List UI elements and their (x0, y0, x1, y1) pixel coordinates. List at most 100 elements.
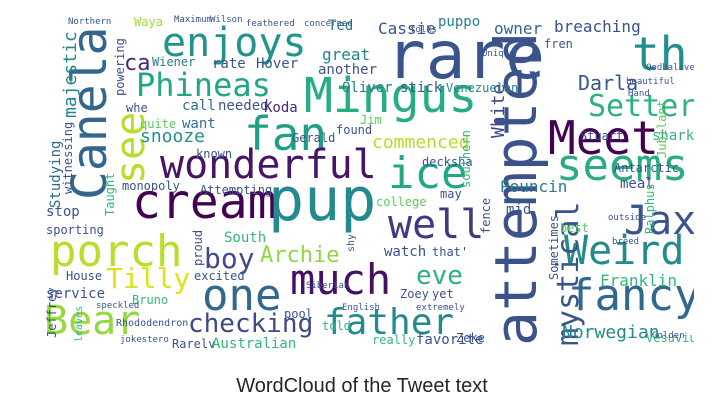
cloud-word: Rarely (172, 337, 215, 348)
cloud-word: checking (188, 309, 313, 339)
cloud-word: Golden (652, 331, 685, 341)
cloud-word: Tilly (106, 262, 190, 295)
cloud-word: folks (410, 25, 437, 35)
cloud-word: fan (244, 107, 327, 161)
cloud-word: Franklin (600, 271, 677, 290)
cloud-word: South (224, 230, 266, 246)
cloud-word: Venezuelan (446, 81, 518, 95)
cloud-word: Jax (624, 198, 694, 244)
cloud-word: porch (50, 226, 182, 277)
cloud-word: mid (506, 202, 531, 218)
cloud-word: see (108, 112, 154, 184)
cloud-word: may (440, 187, 462, 201)
cloud-word: pool (284, 307, 313, 321)
cloud-word: shy (346, 234, 357, 252)
cloud-word: favorite (416, 332, 483, 348)
cloud-word: told (322, 319, 351, 333)
cloud-word: seems (556, 140, 688, 191)
cloud-word: needed (218, 98, 269, 114)
cloud-word: Zoey (400, 287, 429, 301)
cloud-word: majestic (60, 31, 81, 118)
cloud-word: Pouncin (500, 177, 567, 196)
cloud-word: speckled (96, 301, 139, 311)
cloud-word: Mingus (304, 68, 477, 124)
cloud-word: southern (459, 130, 473, 188)
cloud-word: cream (132, 174, 277, 230)
cloud-word: Norwegian (562, 322, 660, 343)
cloud-word: fancy (568, 270, 694, 321)
cloud-word: Wilson (210, 15, 243, 25)
cloud-word: yet (432, 287, 454, 301)
cloud-word: Bear (44, 298, 140, 344)
cloud-word: meal (620, 176, 654, 192)
cloud-word: extremely (416, 303, 465, 313)
cloud-word: pup (268, 165, 376, 235)
cloud-word: that' (432, 245, 468, 259)
cloud-word: puppo (438, 14, 480, 30)
cloud-word: Canela (62, 27, 118, 200)
cloud-word: Antarctic (614, 161, 679, 175)
cloud-word: enjoys (162, 20, 307, 66)
cloud-word: breed (612, 237, 639, 247)
cloud-word: watch (384, 244, 426, 260)
cloud-word: best (560, 221, 589, 235)
cloud-word: Rhododendron (116, 318, 188, 329)
cloud-word: shark (652, 128, 694, 144)
cloud-word: sporting (46, 223, 104, 237)
cloud-word: really (372, 333, 415, 347)
cloud-word: call (182, 98, 216, 114)
cloud-word: Jim (360, 113, 382, 127)
cloud-word: leaves (74, 306, 85, 342)
cloud-word: witnessing (61, 122, 75, 194)
cloud-word: Studying (48, 141, 64, 208)
cloud-word: great (322, 45, 370, 64)
cloud-word: Setter (588, 89, 694, 124)
cloud-word: service (46, 286, 105, 302)
cloud-word: Hand (628, 89, 650, 99)
cloud-word: Stuart (580, 129, 623, 143)
cloud-word: Koda (264, 100, 298, 116)
cloud-word: outside (608, 213, 646, 223)
cloud-word: Jubilant (655, 100, 669, 158)
cloud-word: Maximum (174, 15, 212, 25)
cloud-word: boy (204, 242, 255, 275)
cloud-word: whe (126, 101, 148, 115)
cloud-word: beautiful (626, 77, 675, 87)
cloud-word: th (632, 27, 687, 81)
cloud-word: much (290, 255, 391, 304)
figure-caption: WordCloud of the Tweet text (236, 375, 488, 397)
cloud-word: Ted (328, 18, 353, 34)
cloud-word: found (336, 123, 372, 137)
cloud-word: wonderful (160, 142, 377, 188)
cloud-word: monopoly (122, 179, 180, 193)
cloud-word: Sometimes (547, 215, 561, 280)
cloud-word: House (66, 269, 102, 283)
cloud-word: Weird (564, 228, 684, 274)
cloud-word: decksha (422, 155, 473, 169)
cloud-word: mystical (551, 202, 586, 347)
cloud-word: Phineas (136, 66, 271, 104)
cloud-word: Cassie (378, 19, 436, 38)
cloud-word: Archie (260, 243, 339, 268)
cloud-word: known (196, 147, 232, 161)
cloud-word: feathered (246, 19, 295, 29)
cloud-word: Northern (68, 17, 111, 27)
cloud-word: White (488, 84, 509, 138)
cloud-word: Ralphus (643, 183, 657, 234)
cloud-word: stick (400, 80, 443, 96)
cloud-word: ice (388, 148, 467, 199)
cloud-word: Wiener (152, 55, 195, 69)
cloud-word: well (388, 202, 484, 248)
cloud-word: commenced (372, 132, 470, 153)
cloud-word: quite (140, 117, 176, 131)
cloud-word: Unique (482, 49, 515, 59)
cloud-word: another (318, 62, 377, 78)
cloud-word: English (342, 303, 380, 313)
cloud-word: ca (124, 51, 151, 76)
cloud-word: powering (113, 38, 127, 96)
cloud-word: Waya (134, 15, 163, 29)
cloud-word: Oliver (342, 80, 393, 96)
cloud-word: Bruno (132, 293, 168, 307)
cloud-word: Zeke (456, 331, 485, 345)
